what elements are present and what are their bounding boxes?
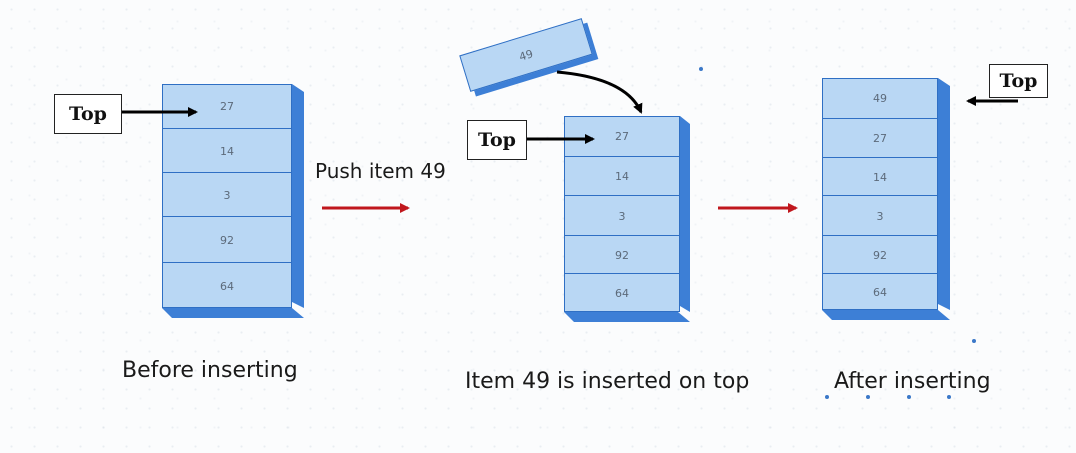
caption-after-inserting: After inserting <box>834 369 991 394</box>
stack-inserting-cell-5: 64 <box>564 273 680 313</box>
decorative-dot <box>825 395 829 399</box>
stack-inserting-cell-3: 3 <box>564 195 680 236</box>
top-pointer-label-inserting: Top <box>467 120 527 160</box>
stack-before-cell-2: 14 <box>162 128 292 173</box>
stack-before-3d <box>162 84 304 318</box>
stack-after-cell-2: 27 <box>822 118 938 158</box>
top-pointer-label-before: Top <box>54 94 122 134</box>
stack-after-cell-5: 92 <box>822 235 938 274</box>
stack-inserting-cell-4: 92 <box>564 235 680 274</box>
stack-inserting-body <box>564 116 680 312</box>
decorative-dot <box>866 395 870 399</box>
stack-after: 49 27 14 3 92 64 <box>822 78 938 310</box>
stack-after-cell-1: 49 <box>873 91 887 105</box>
stack-inserting-cell-1: 27 <box>615 129 629 143</box>
stack-after-cell-3: 14 <box>822 157 938 196</box>
stack-before-body <box>162 84 292 308</box>
stack-after-3d <box>822 78 950 320</box>
stack-inserting: 27 14 3 92 64 <box>564 116 680 312</box>
push-operation-label: Push item 49 <box>315 159 446 183</box>
decorative-dot <box>972 339 976 343</box>
caption-before-inserting: Before inserting <box>122 358 298 383</box>
stack-before-cell-5: 64 <box>162 262 292 309</box>
stack-before: 27 14 3 92 64 <box>162 84 292 308</box>
stack-before-bottom <box>162 308 304 318</box>
stack-after-cell-6: 64 <box>822 273 938 311</box>
top-pointer-label-after: Top <box>989 64 1048 98</box>
stack-after-body <box>822 78 938 310</box>
stack-inserting-cell-2: 14 <box>564 156 680 196</box>
stack-inserting-3d <box>564 116 690 322</box>
decorative-dot <box>907 395 911 399</box>
stack-before-side <box>292 84 304 308</box>
stack-after-bottom <box>822 310 950 320</box>
stack-inserting-bottom <box>564 312 690 322</box>
stack-before-cell-3: 3 <box>162 172 292 217</box>
stack-before-cell-1: 27 <box>220 99 234 113</box>
curved-push-arrow <box>556 70 643 114</box>
stack-after-cell-4: 3 <box>822 195 938 236</box>
decorative-dot <box>947 395 951 399</box>
caption-item-inserted: Item 49 is inserted on top <box>465 369 750 394</box>
stack-before-cell-4: 92 <box>162 216 292 263</box>
stack-inserting-side <box>680 116 690 312</box>
decorative-dot <box>699 67 703 71</box>
stack-after-side <box>938 78 950 310</box>
